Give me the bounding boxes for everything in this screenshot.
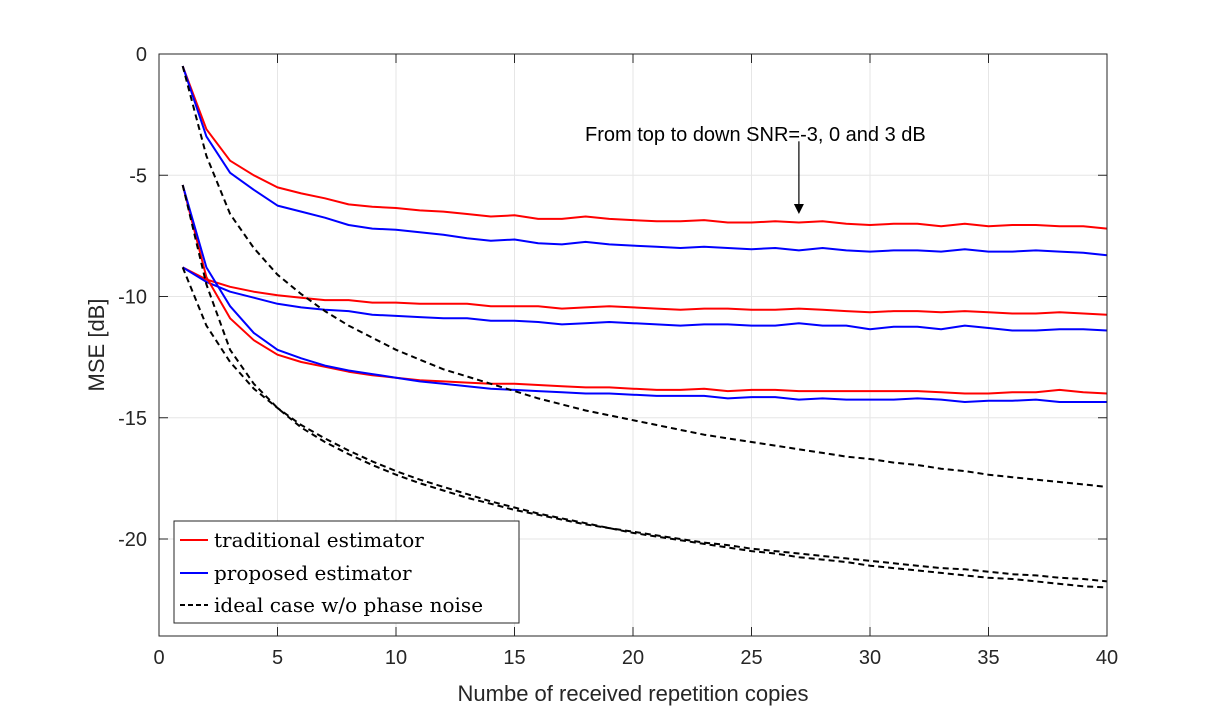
y-tick-label: -20	[118, 529, 147, 551]
series-line-5	[181, 184, 1108, 395]
x-tick-label: 10	[385, 647, 407, 669]
tick-labels: 0 5 10 15 20 25 30 35 40 0 -5 -10 -15 -20	[118, 44, 1118, 669]
legend-label-proposed: proposed estimator	[214, 561, 412, 585]
series-line-7	[181, 65, 1108, 488]
x-tick-label: 30	[859, 647, 881, 669]
annotation-arrowhead	[793, 204, 804, 215]
series-line-6	[181, 184, 1107, 403]
y-tick-label: -10	[118, 287, 147, 309]
x-tick-label: 40	[1096, 647, 1118, 669]
y-axis-label: MSE [dB]	[84, 299, 109, 392]
series-line-9	[181, 267, 1108, 589]
y-tick-label: 0	[136, 44, 147, 66]
ticks	[158, 53, 1108, 636]
annotation-text: From top to down SNR=-3, 0 and 3 dB	[585, 124, 926, 146]
y-tick-label: -15	[118, 408, 147, 430]
legend-label-ideal: ideal case w/o phase noise	[214, 593, 483, 617]
series-line-2	[181, 65, 1108, 257]
x-tick-label: 5	[272, 647, 283, 669]
series-group	[181, 65, 1108, 589]
legend: traditional estimator proposed estimator…	[173, 520, 520, 624]
x-axis-label: Numbe of received repetition copies	[458, 681, 809, 706]
x-tick-label: 25	[740, 647, 762, 669]
x-tick-label: 15	[503, 647, 525, 669]
legend-label-traditional: traditional estimator	[214, 528, 424, 552]
legend-box	[173, 520, 520, 624]
series-line-4	[182, 266, 1108, 332]
x-tick-label: 20	[622, 647, 644, 669]
x-tick-label: 0	[153, 647, 164, 669]
annotation: From top to down SNR=-3, 0 and 3 dB	[585, 124, 926, 215]
grid	[159, 54, 1107, 636]
x-tick-label: 35	[977, 647, 999, 669]
series-line-1	[181, 65, 1108, 230]
series-line-8	[181, 184, 1108, 583]
series-line-3	[182, 266, 1108, 316]
y-tick-label: -5	[129, 165, 147, 187]
